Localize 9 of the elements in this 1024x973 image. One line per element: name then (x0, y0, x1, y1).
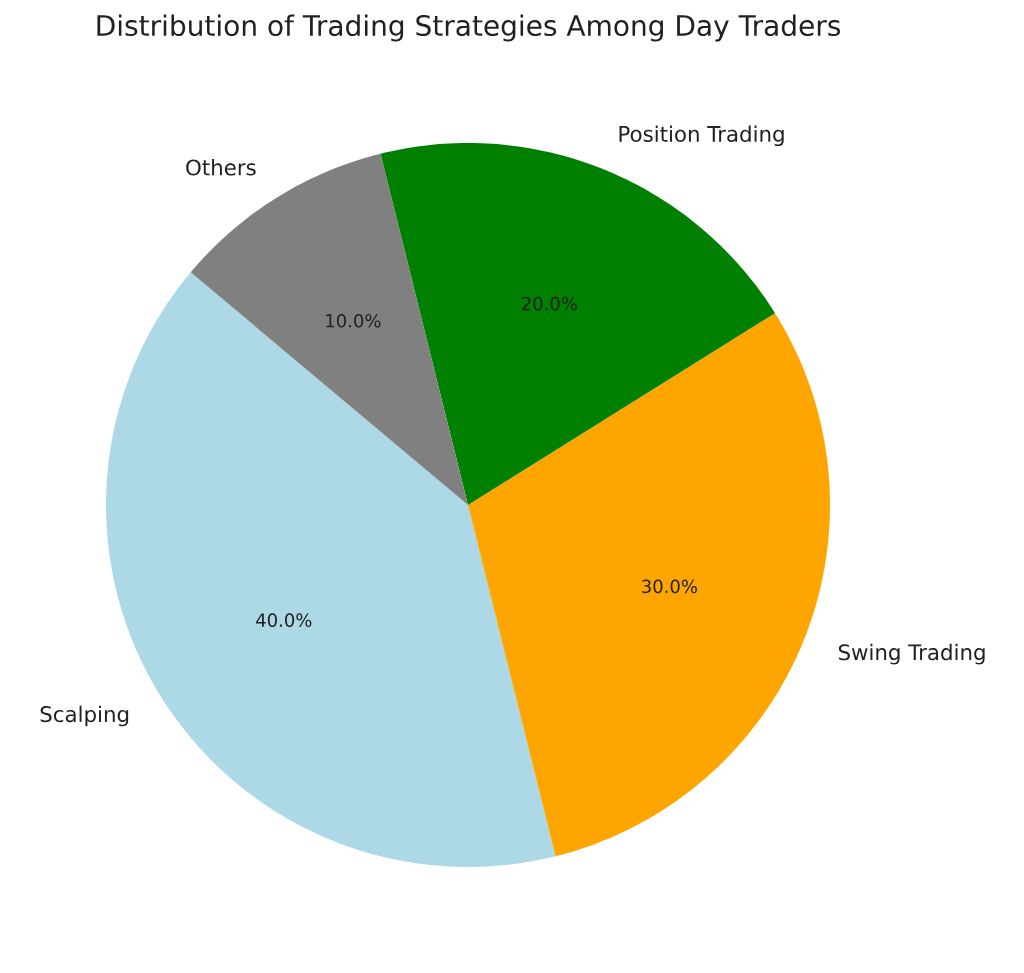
slice-label: Scalping (40, 705, 129, 727)
slice-label: Others (186, 159, 256, 176)
slice-label: Swing Trading (838, 643, 985, 665)
chart-title: Distribution of Trading Strategies Among Day Traders (97, 14, 841, 42)
data-label: 10.0% (326, 313, 381, 328)
data-label: 40.0% (256, 613, 312, 627)
slice-label: Position Trading (619, 125, 784, 147)
data-label: 30.0% (642, 579, 697, 594)
data-label: 20.0% (522, 296, 577, 311)
